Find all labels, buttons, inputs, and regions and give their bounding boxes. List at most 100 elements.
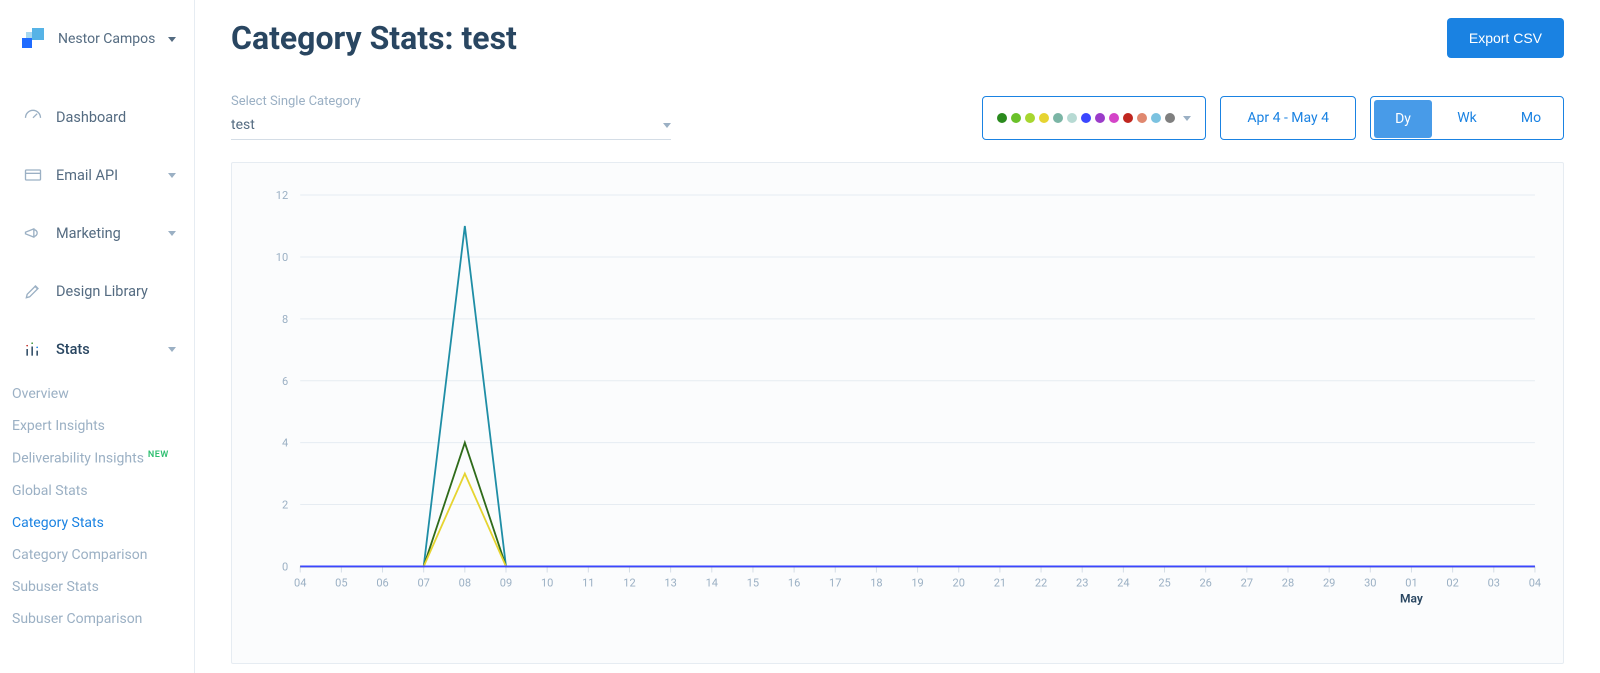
sidebar: Nestor Campos Dashboard Email API Market… (0, 0, 195, 673)
svg-text:4: 4 (282, 437, 288, 450)
legend-dot (1095, 113, 1105, 123)
chevron-down-icon (168, 37, 176, 42)
category-selector[interactable]: Select Single Category test (231, 94, 671, 140)
granularity-toggle: DyWkMo (1370, 96, 1564, 140)
subnav-item[interactable]: Category Stats (12, 507, 194, 539)
subnav-item[interactable]: Subuser Stats (12, 571, 194, 603)
svg-text:06: 06 (376, 577, 388, 590)
legend-dot (1151, 113, 1161, 123)
legend-dot (1123, 113, 1133, 123)
chevron-down-icon (168, 347, 176, 352)
subnav-item[interactable]: Category Comparison (12, 539, 194, 571)
chart-card: 0246810120405060708091011121314151617181… (231, 162, 1564, 664)
svg-text:2: 2 (282, 499, 288, 512)
svg-text:12: 12 (623, 577, 635, 590)
svg-text:13: 13 (664, 577, 676, 590)
category-selector-label: Select Single Category (231, 94, 671, 109)
granularity-mo-button[interactable]: Mo (1499, 97, 1563, 139)
svg-text:21: 21 (994, 577, 1006, 590)
svg-text:30: 30 (1364, 577, 1376, 590)
user-name: Nestor Campos (58, 31, 155, 47)
svg-text:03: 03 (1488, 577, 1500, 590)
controls-row: Select Single Category test Apr 4 - May … (231, 94, 1564, 140)
sidebar-item-label: Stats (56, 341, 90, 358)
sidebar-item-email-api[interactable]: Email API (0, 146, 194, 204)
svg-text:29: 29 (1323, 577, 1335, 590)
legend-dot (1011, 113, 1021, 123)
svg-text:12: 12 (276, 189, 288, 202)
sidebar-item-dashboard[interactable]: Dashboard (0, 88, 194, 146)
svg-text:19: 19 (911, 577, 923, 590)
legend-dot (1165, 113, 1175, 123)
chevron-down-icon (168, 231, 176, 236)
chevron-down-icon (663, 123, 671, 128)
svg-text:17: 17 (829, 577, 841, 590)
chevron-down-icon (168, 173, 176, 178)
main-content: Category Stats: test Export CSV Select S… (195, 0, 1600, 673)
svg-text:8: 8 (282, 313, 288, 326)
svg-text:6: 6 (282, 375, 288, 388)
user-menu[interactable]: Nestor Campos (0, 28, 194, 50)
svg-text:01: 01 (1405, 577, 1417, 590)
svg-text:09: 09 (500, 577, 512, 590)
page-title: Category Stats: test (231, 19, 517, 57)
svg-text:10: 10 (276, 251, 288, 264)
legend-dot (1137, 113, 1147, 123)
stats-line-chart: 0246810120405060708091011121314151617181… (250, 185, 1545, 617)
granularity-wk-button[interactable]: Wk (1435, 97, 1499, 139)
bars-icon (22, 338, 44, 360)
subnav-item[interactable]: Overview (12, 378, 194, 410)
svg-text:11: 11 (582, 577, 594, 590)
pencil-ruler-icon (22, 280, 44, 302)
svg-text:10: 10 (541, 577, 553, 590)
sidebar-item-label: Dashboard (56, 109, 126, 126)
svg-text:20: 20 (953, 577, 965, 590)
legend-dot (1025, 113, 1035, 123)
svg-text:08: 08 (459, 577, 471, 590)
svg-text:24: 24 (1117, 577, 1129, 590)
legend-dot (1067, 113, 1077, 123)
sidebar-item-label: Design Library (56, 283, 148, 300)
svg-text:28: 28 (1282, 577, 1294, 590)
stats-subnav: OverviewExpert InsightsDeliverability In… (0, 378, 194, 635)
sidebar-item-marketing[interactable]: Marketing (0, 204, 194, 262)
date-range-picker[interactable]: Apr 4 - May 4 (1220, 96, 1356, 140)
svg-text:23: 23 (1076, 577, 1088, 590)
sidebar-item-stats[interactable]: Stats (0, 320, 194, 378)
new-badge: NEW (148, 450, 169, 460)
sidebar-item-label: Marketing (56, 225, 121, 242)
sidebar-item-design-library[interactable]: Design Library (0, 262, 194, 320)
title-bar: Category Stats: test Export CSV (231, 18, 1564, 58)
svg-text:14: 14 (706, 577, 718, 590)
logo-icon (22, 28, 44, 50)
subnav-item[interactable]: Global Stats (12, 475, 194, 507)
legend-dot (1109, 113, 1119, 123)
chevron-down-icon (1183, 116, 1191, 121)
export-csv-button[interactable]: Export CSV (1447, 18, 1564, 58)
svg-text:25: 25 (1158, 577, 1170, 590)
subnav-item[interactable]: Expert Insights (12, 410, 194, 442)
svg-text:0: 0 (282, 560, 288, 573)
svg-text:02: 02 (1446, 577, 1458, 590)
subnav-item[interactable]: Deliverability InsightsNEW (12, 442, 194, 475)
svg-text:15: 15 (747, 577, 759, 590)
legend-dot (997, 113, 1007, 123)
legend-dot (1053, 113, 1063, 123)
category-selector-value: test (231, 117, 255, 133)
subnav-item[interactable]: Subuser Comparison (12, 603, 194, 635)
svg-text:16: 16 (788, 577, 800, 590)
svg-text:22: 22 (1035, 577, 1047, 590)
legend-dot (1081, 113, 1091, 123)
svg-text:27: 27 (1241, 577, 1253, 590)
gauge-icon (22, 106, 44, 128)
series-legend-dropdown[interactable] (982, 96, 1206, 140)
date-range-label: Apr 4 - May 4 (1221, 110, 1355, 126)
svg-text:26: 26 (1199, 577, 1211, 590)
granularity-dy-button[interactable]: Dy (1374, 100, 1432, 138)
svg-text:07: 07 (417, 577, 429, 590)
megaphone-icon (22, 222, 44, 244)
svg-text:18: 18 (870, 577, 882, 590)
svg-text:05: 05 (335, 577, 347, 590)
svg-text:04: 04 (1529, 577, 1541, 590)
card-icon (22, 164, 44, 186)
